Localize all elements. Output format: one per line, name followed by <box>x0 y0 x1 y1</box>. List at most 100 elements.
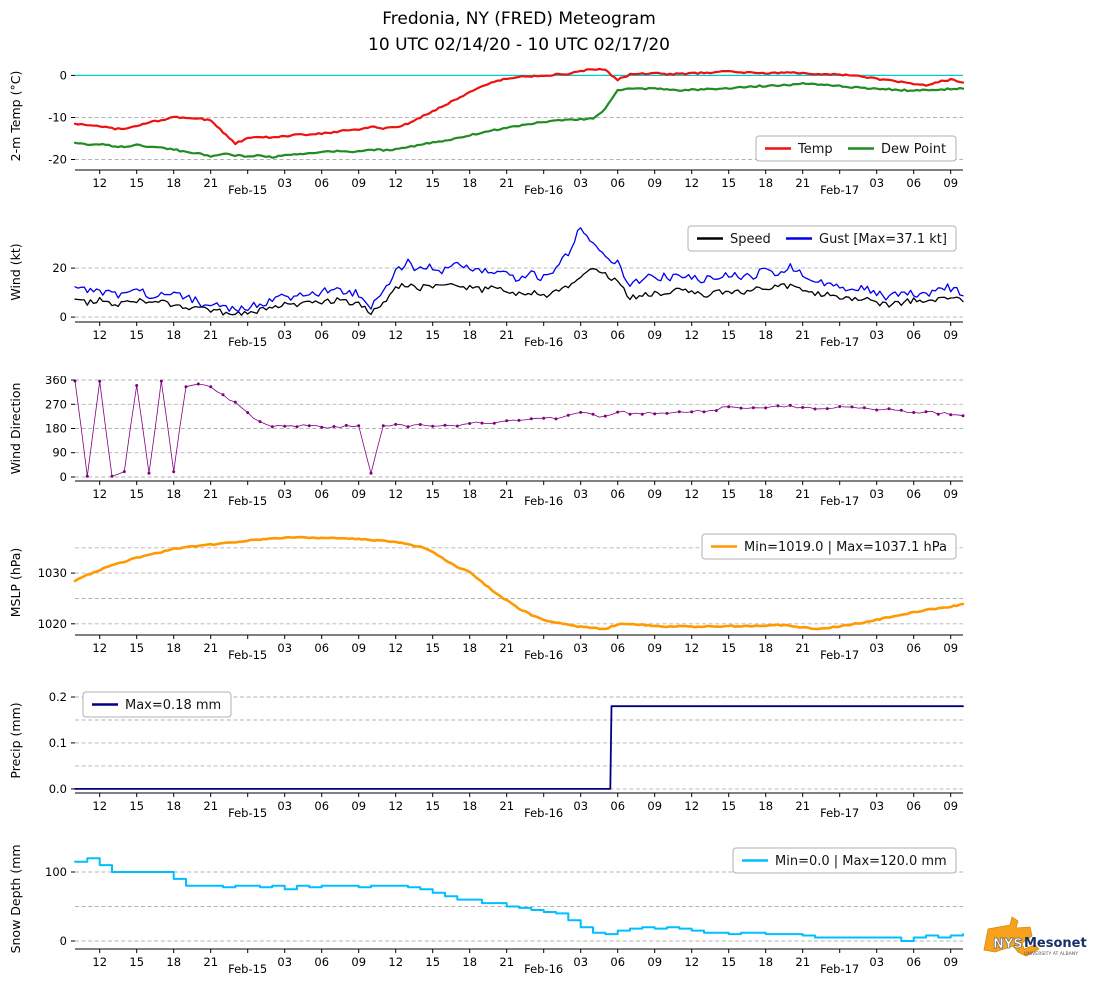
data-point-marker <box>196 382 200 386</box>
x-tick-label: 15 <box>721 176 736 190</box>
x-tick-label: Feb-16 <box>524 494 563 508</box>
x-tick-label: 09 <box>351 799 366 813</box>
x-tick-label: 18 <box>166 799 181 813</box>
data-point-marker <box>714 409 718 413</box>
panel-mslp: 1030 1020 12 15 18 21 Feb-15 03 06 09 12 15 18 21 Feb-… <box>0 530 1094 673</box>
x-tick-label: 18 <box>758 955 773 969</box>
data-point-marker <box>492 421 496 425</box>
x-tick-label: 15 <box>129 487 144 501</box>
x-tick-label: 18 <box>462 799 477 813</box>
data-point-marker <box>98 379 102 383</box>
x-tick-label: 15 <box>425 955 440 969</box>
data-point-marker <box>406 425 410 429</box>
x-tick-label: 15 <box>425 487 440 501</box>
data-point-marker <box>283 424 287 428</box>
panel-precip: 0.2 0.1 0.0 12 15 18 21 Feb-15 03 06 09 12 15 18 21 Feb… <box>0 688 1094 831</box>
panel-wind-chart: 0 20 12 15 18 21 Feb-15 03 06 09 12 15 18 21 Feb-16 03 0… <box>8 225 964 349</box>
data-point-marker <box>172 470 176 474</box>
x-tick-label: 15 <box>129 641 144 655</box>
data-point-marker <box>554 417 558 421</box>
x-tick-label: 21 <box>203 799 218 813</box>
x-tick-label: Feb-15 <box>228 648 267 662</box>
data-point-marker <box>529 417 533 421</box>
y-tick-label: 0 <box>60 934 67 948</box>
y-axis-title: Wind Direction <box>8 383 23 475</box>
x-tick-label: 18 <box>462 328 477 342</box>
y-tick-label: 0.0 <box>49 782 67 796</box>
x-tick-label: 06 <box>314 955 329 969</box>
data-point-marker <box>110 474 114 478</box>
x-tick-label: 21 <box>795 328 810 342</box>
data-point-marker <box>480 421 484 425</box>
data-point-marker <box>949 413 953 417</box>
x-tick-label: Feb-15 <box>228 335 267 349</box>
data-point-marker <box>591 412 595 416</box>
data-point-marker <box>135 384 139 387</box>
data-point-marker <box>825 407 829 411</box>
data-point-marker <box>221 393 225 397</box>
x-tick-label: 21 <box>203 487 218 501</box>
panel-temp-chart: 0 -10 -20 12 15 18 21 Feb-15 03 06 09 12 15 18 21 Feb-1… <box>8 67 965 197</box>
x-tick-label: 09 <box>943 328 958 342</box>
y-tick-label: 0 <box>60 68 67 82</box>
x-tick-label: 06 <box>906 487 921 501</box>
x-tick-label: 15 <box>721 799 736 813</box>
x-tick-label: 06 <box>610 641 625 655</box>
legend: Temp Dew Point <box>755 135 957 162</box>
y-tick-label: 1020 <box>38 617 67 631</box>
x-tick-label: 09 <box>647 487 662 501</box>
data-point-marker <box>899 408 903 412</box>
x-tick-label: Feb-17 <box>820 335 859 349</box>
x-tick-label: 21 <box>203 176 218 190</box>
x-tick-label: 21 <box>795 641 810 655</box>
data-point-marker <box>394 422 398 426</box>
x-tick-label: 12 <box>92 641 107 655</box>
y-tick-label: 20 <box>52 261 67 275</box>
data-point-marker <box>431 424 435 428</box>
chart-title-line2: 10 UTC 02/14/20 - 10 UTC 02/17/20 <box>368 35 670 55</box>
data-point-marker <box>924 410 928 414</box>
x-tick-label: 06 <box>610 955 625 969</box>
data-point-marker <box>739 406 743 410</box>
x-tick-label: 18 <box>758 176 773 190</box>
x-tick-label: 12 <box>388 328 403 342</box>
x-tick-label: 03 <box>573 799 588 813</box>
legend-label: Max=0.18 mm <box>125 698 221 713</box>
legend-label: Dew Point <box>881 142 946 157</box>
data-point-marker <box>542 416 546 420</box>
series-line-temp-0 <box>73 67 965 146</box>
x-tick-label: 03 <box>573 641 588 655</box>
x-tick-label: 12 <box>92 955 107 969</box>
data-point-marker <box>665 411 669 415</box>
x-tick-label: Feb-16 <box>524 962 563 976</box>
x-tick-label: 15 <box>425 328 440 342</box>
x-tick-label: 18 <box>166 328 181 342</box>
x-tick-label: 18 <box>462 641 477 655</box>
x-tick-label: Feb-17 <box>820 648 859 662</box>
x-tick-label: 12 <box>684 487 699 501</box>
x-tick-label: 09 <box>943 799 958 813</box>
legend-box <box>732 847 957 874</box>
x-tick-label: 12 <box>92 328 107 342</box>
x-tick-label: 12 <box>684 176 699 190</box>
x-tick-label: 12 <box>684 328 699 342</box>
x-tick-label: 18 <box>758 328 773 342</box>
x-tick-label: 06 <box>906 955 921 969</box>
data-point-marker <box>838 405 842 408</box>
data-point-marker <box>579 410 583 414</box>
data-point-marker <box>801 406 805 409</box>
x-tick-label: 15 <box>129 799 144 813</box>
data-point-marker <box>307 424 311 428</box>
x-tick-label: 03 <box>277 955 292 969</box>
data-point-marker <box>628 412 632 416</box>
x-tick-label: 06 <box>610 328 625 342</box>
x-tick-label: 06 <box>906 641 921 655</box>
data-point-marker <box>85 474 89 478</box>
data-point-marker <box>320 425 324 429</box>
x-tick-label: 18 <box>166 176 181 190</box>
x-tick-label: Feb-15 <box>228 494 267 508</box>
data-point-marker <box>912 411 916 414</box>
x-tick-label: 09 <box>943 955 958 969</box>
legend: Min=0.0 | Max=120.0 mm <box>732 847 957 874</box>
x-tick-label: 12 <box>684 641 699 655</box>
